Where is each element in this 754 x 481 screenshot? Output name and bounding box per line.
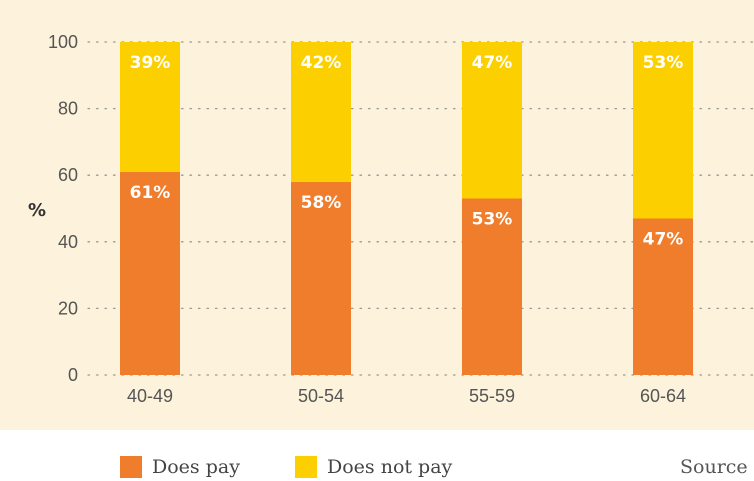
bar-segment-does-not-pay (633, 42, 693, 219)
x-tick-label: 50-54 (298, 386, 344, 406)
x-tick-label: 60-64 (640, 386, 686, 406)
bar-segment-does-pay (633, 218, 693, 375)
data-label: 61% (130, 183, 171, 203)
y-axis-unit-label: % (28, 200, 46, 221)
legend-swatch-does-not-pay (295, 456, 317, 478)
data-label: 53% (472, 210, 513, 230)
bar-segment-does-pay (462, 198, 522, 375)
y-tick-label: 80 (58, 99, 78, 119)
bars: 61% 39% 58% 42% 53% 47% 47% 53% (120, 42, 693, 375)
legend: Does pay Does not pay Source (0, 452, 754, 481)
bar-segment-does-pay (120, 171, 180, 375)
data-label: 39% (130, 53, 171, 73)
data-label: 47% (643, 229, 684, 249)
legend-item-does-pay: Does pay (120, 456, 240, 478)
y-tick-label: 40 (58, 232, 78, 252)
bar-segment-does-not-pay (291, 42, 351, 182)
gridlines (87, 41, 754, 376)
bar-segment-does-pay (291, 181, 351, 375)
legend-label-does-not-pay: Does not pay (327, 456, 453, 478)
chart-panel: 0 20 40 60 80 100 % 61% 39% 58% 42% 53% 47% 47% 53% … (0, 0, 754, 430)
data-label: 58% (301, 193, 342, 213)
data-label: 42% (301, 53, 342, 73)
y-tick-label: 20 (58, 298, 78, 318)
data-label: 47% (472, 53, 513, 73)
source-note: Source (680, 456, 748, 478)
y-axis-ticks: 0 20 40 60 80 100 (48, 32, 78, 385)
legend-swatch-does-pay (120, 456, 142, 478)
legend-item-does-not-pay: Does not pay (295, 456, 452, 478)
x-axis-ticks: 40-49 50-54 55-59 60-64 (127, 386, 686, 406)
legend-label-does-pay: Does pay (152, 456, 240, 478)
x-tick-label: 55-59 (469, 386, 515, 406)
y-tick-label: 60 (58, 165, 78, 185)
bar-segment-does-not-pay (462, 42, 522, 199)
x-tick-label: 40-49 (127, 386, 173, 406)
y-tick-label: 100 (48, 32, 78, 52)
bar-segment-does-not-pay (120, 42, 180, 172)
y-tick-label: 0 (68, 365, 78, 385)
data-label: 53% (643, 53, 684, 73)
